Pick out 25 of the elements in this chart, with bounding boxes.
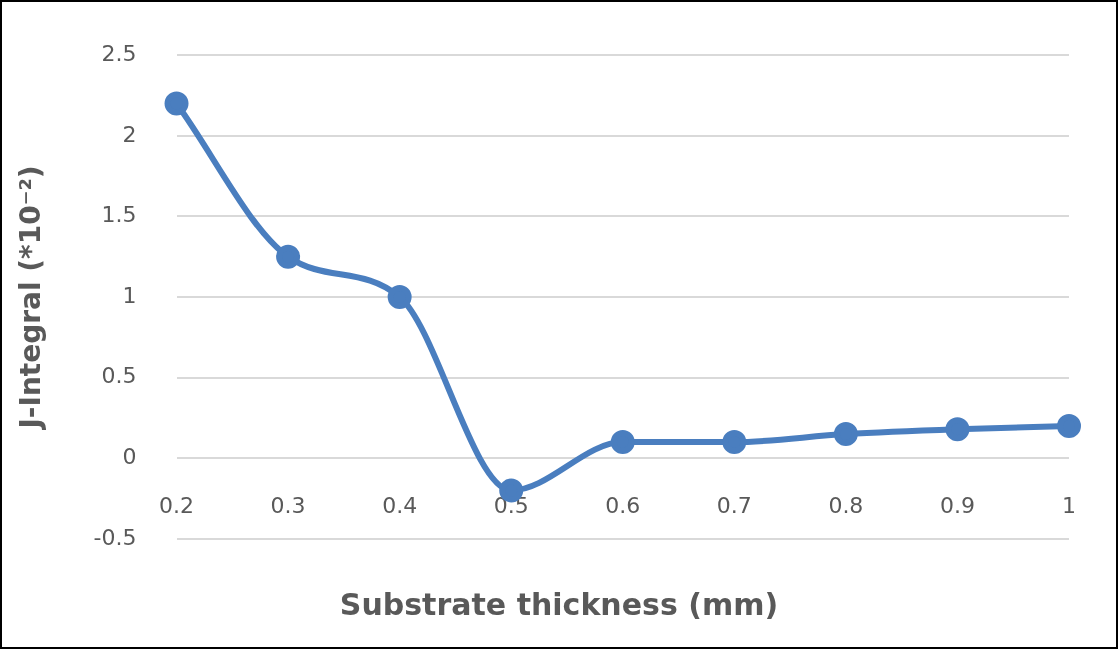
- x-tick-label: 0.2: [159, 493, 195, 519]
- y-tick-label: 1.5: [101, 202, 137, 228]
- x-tick-label: 0.4: [382, 493, 418, 519]
- point: [722, 430, 747, 455]
- y-tick-label: 0.5: [101, 363, 137, 389]
- y-tick-label: 2.5: [101, 40, 137, 66]
- y-axis-title: J-Integral (*10⁻²): [14, 165, 48, 431]
- y-tick-label: 2: [122, 121, 137, 147]
- point: [945, 417, 970, 442]
- point: [833, 422, 858, 447]
- x-axis-title: Substrate thickness (mm): [338, 587, 780, 622]
- y-tick-label: 0: [122, 443, 137, 469]
- x-tick-label: 0.3: [270, 493, 306, 519]
- x-tick-label: 0.7: [716, 493, 752, 519]
- x-tick-label: 0.6: [605, 493, 641, 519]
- point: [164, 91, 189, 116]
- y-tick-label: -0.5: [93, 524, 137, 550]
- point: [276, 244, 301, 269]
- point: [610, 430, 635, 455]
- point: [387, 285, 412, 309]
- x-tick-label: 0.9: [939, 493, 975, 519]
- x-tick-label: 0.8: [828, 493, 864, 519]
- point: [1057, 413, 1081, 438]
- y-tick-label: 1: [122, 282, 137, 308]
- x-tick-label: 1: [1062, 493, 1076, 519]
